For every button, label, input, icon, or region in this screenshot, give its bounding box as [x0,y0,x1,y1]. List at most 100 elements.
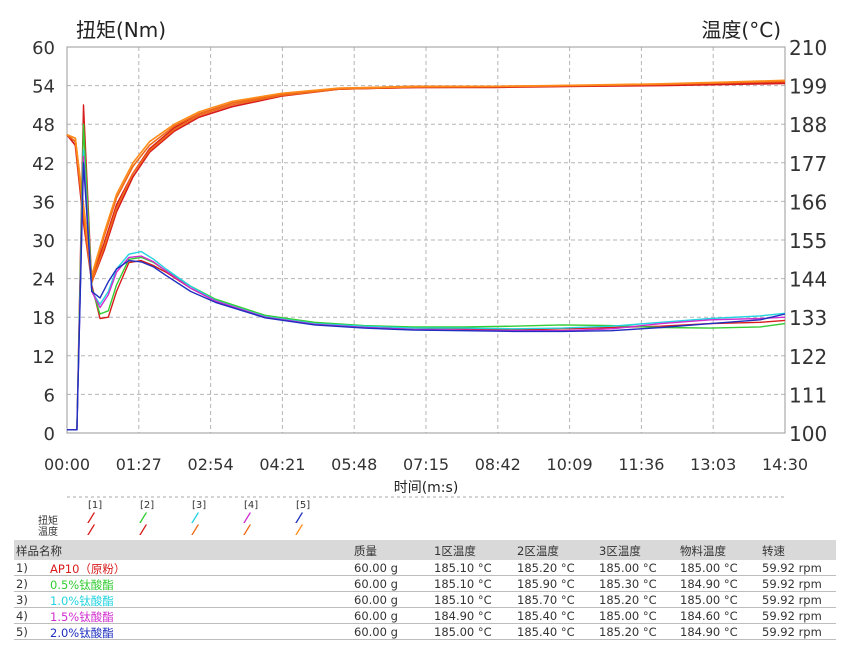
material-temp: 184.60 °C [680,609,738,623]
x-tick-label: 07:15 [403,455,449,474]
zone3-temp: 185.20 °C [599,625,657,639]
y-right-tick-label: 111 [789,383,827,407]
table-row: 2) 0.5%钛酸酯 60.00 g 185.10 °C 185.90 °C 185.30… [14,576,836,592]
mass-value: 60.00 g [354,561,398,575]
header-material-temp: 物料温度 [680,544,726,558]
y-right-tick-label: 122 [789,345,827,369]
zone3-temp: 185.20 °C [599,593,657,607]
zone2-temp: 185.90 °C [517,577,575,591]
sample-name: 0.5%钛酸酯 [50,578,114,592]
y-right-axis-title: 温度(°C) [701,18,781,42]
y-left-tick-label: 60 [32,38,55,59]
zone3-temp: 185.30 °C [599,577,657,591]
legend-temp-swatch: ⁄ [90,523,93,539]
legend-temp-label: 温度 [38,527,58,538]
table-row: 1) AP10（原粉） 60.00 g 185.10 °C 185.20 °C 185.0… [14,560,836,576]
y-left-tick-label: 42 [32,154,55,175]
y-right-tick-label: 188 [789,113,827,137]
legend-torque-swatch: ⁄ [194,511,197,527]
zone3-temp: 185.00 °C [599,609,657,623]
legend-temp-swatch: ⁄ [298,523,301,539]
y-left-tick-label: 36 [32,192,55,213]
header-sample-name: 样品名称 [16,544,62,558]
legend-number: [3] [192,500,207,511]
legend-torque-swatch: ⁄ [298,511,301,527]
material-temp: 185.00 °C [680,561,738,575]
x-tick-label: 01:27 [116,455,162,474]
sample-name: 1.0%钛酸酯 [50,594,114,608]
header-mass: 质量 [354,544,377,558]
material-temp: 184.90 °C [680,625,738,639]
y-right-tick-label: 133 [789,306,827,330]
y-left-tick-label: 24 [32,270,55,291]
y-left-axis-title: 扭矩(Nm) [76,18,166,42]
x-tick-label: 10:09 [547,455,593,474]
sample-table: 样品名称 质量 1区温度 2区温度 3区温度 物料温度 转速 1) AP10（原粉… [14,540,836,640]
zone2-temp: 185.40 °C [517,609,575,623]
speed-value: 59.92 rpm [762,609,822,623]
legend-torque-label: 扭矩 [38,516,58,527]
zone1-temp: 185.00 °C [434,625,492,639]
series-layer [66,79,786,431]
torque-series-4 [67,155,786,431]
zone1-temp: 185.10 °C [434,593,492,607]
zone2-temp: 185.70 °C [517,593,575,607]
speed-value: 59.92 rpm [762,625,822,639]
header-speed: 转速 [762,544,785,558]
header-zone3-temp: 3区温度 [599,544,641,558]
sample-name: 1.5%钛酸酯 [50,610,114,624]
y-right-tick-label: 199 [789,75,827,99]
tick-labels: 00:00 01:27 02:54 04:21 05:48 07:15 08:42 10:09… [32,36,827,474]
sample-name: 2.0%钛酸酯 [50,626,114,640]
table-body: 1) AP10（原粉） 60.00 g 185.10 °C 185.20 °C 185.0… [14,560,836,640]
speed-value: 59.92 rpm [762,593,822,607]
x-tick-label: 11:36 [618,455,664,474]
legend-torque-swatch: ⁄ [90,511,93,527]
zone1-temp: 185.10 °C [434,577,492,591]
x-tick-label: 13:03 [690,455,736,474]
y-right-tick-label: 166 [789,190,827,214]
legend-torque-swatch: ⁄ [246,511,249,527]
y-left-tick-label: 18 [32,308,55,329]
y-right-tick-label: 210 [789,36,827,60]
zone3-temp: 185.00 °C [599,561,657,575]
torque-series-5 [67,162,786,431]
legend-torque-swatch: ⁄ [142,511,145,527]
y-right-tick-label: 155 [789,229,827,253]
legend-number: [4] [244,500,259,511]
zone1-temp: 185.10 °C [434,561,492,575]
y-left-tick-label: 48 [32,115,55,136]
speed-value: 59.92 rpm [762,577,822,591]
y-right-tick-label: 177 [789,152,827,176]
zone2-temp: 185.20 °C [517,561,575,575]
header-zone1-temp: 1区温度 [434,544,476,558]
y-left-tick-label: 6 [44,385,55,406]
y-left-tick-label: 0 [44,424,55,445]
table-row: 5) 2.0%钛酸酯 60.00 g 185.00 °C 185.40 °C 185.20… [14,624,836,640]
mass-value: 60.00 g [354,577,398,591]
x-tick-label: 08:42 [475,455,521,474]
row-index: 5) [16,625,28,639]
table-row: 3) 1.0%钛酸酯 60.00 g 185.10 °C 185.70 °C 185.20… [14,592,836,608]
chart-grid [67,47,785,433]
y-left-tick-label: 30 [32,231,55,252]
legend-temp-swatch: ⁄ [194,523,197,539]
table-header: 样品名称 质量 1区温度 2区温度 3区温度 物料温度 转速 [14,540,836,560]
mass-value: 60.00 g [354,593,398,607]
legend-number: [5] [296,500,311,511]
x-tick-label: 05:48 [331,455,377,474]
legend-number: [2] [140,500,155,511]
mass-value: 60.00 g [354,609,398,623]
legend-temp-swatch: ⁄ [246,523,249,539]
legend-temp-swatch: ⁄ [142,523,145,539]
zone1-temp: 184.90 °C [434,609,492,623]
x-tick-label: 14:30 [762,455,808,474]
legend-number: [1] [88,500,103,511]
mass-value: 60.00 g [354,625,398,639]
header-zone2-temp: 2区温度 [517,544,559,558]
row-index: 2) [16,577,28,591]
row-index: 3) [16,593,28,607]
plot-frame [66,46,786,434]
x-tick-label: 02:54 [188,455,234,474]
